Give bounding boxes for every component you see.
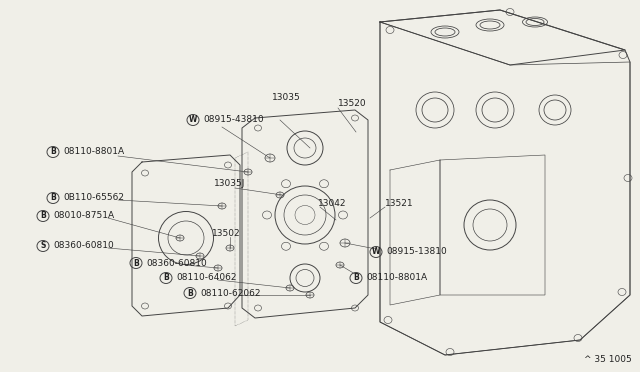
Text: 13042: 13042 <box>318 199 346 208</box>
Text: B: B <box>50 148 56 157</box>
Text: 08110-64062: 08110-64062 <box>176 273 237 282</box>
Text: ^ 35 1005: ^ 35 1005 <box>584 355 632 364</box>
Text: W: W <box>189 115 197 125</box>
Text: B: B <box>133 259 139 267</box>
Text: 08110-62062: 08110-62062 <box>200 289 260 298</box>
Text: 0B110-65562: 0B110-65562 <box>63 193 124 202</box>
Text: B: B <box>163 273 169 282</box>
Text: B: B <box>353 273 359 282</box>
Text: 08915-43810: 08915-43810 <box>203 115 264 125</box>
Text: 08360-60810: 08360-60810 <box>146 259 207 267</box>
Text: B: B <box>50 193 56 202</box>
Text: B: B <box>40 212 46 221</box>
Text: B: B <box>187 289 193 298</box>
Text: 13035: 13035 <box>272 93 301 103</box>
Text: 13521: 13521 <box>385 199 413 208</box>
Text: 08110-8801A: 08110-8801A <box>63 148 124 157</box>
Text: 13035J: 13035J <box>214 179 245 187</box>
Text: 08360-60810: 08360-60810 <box>53 241 114 250</box>
Text: 08110-8801A: 08110-8801A <box>366 273 427 282</box>
Text: W: W <box>372 247 380 257</box>
Text: 13520: 13520 <box>338 99 367 108</box>
Text: 13502: 13502 <box>212 230 241 238</box>
Text: S: S <box>40 241 45 250</box>
Text: 08915-13810: 08915-13810 <box>386 247 447 257</box>
Text: 08010-8751A: 08010-8751A <box>53 212 114 221</box>
